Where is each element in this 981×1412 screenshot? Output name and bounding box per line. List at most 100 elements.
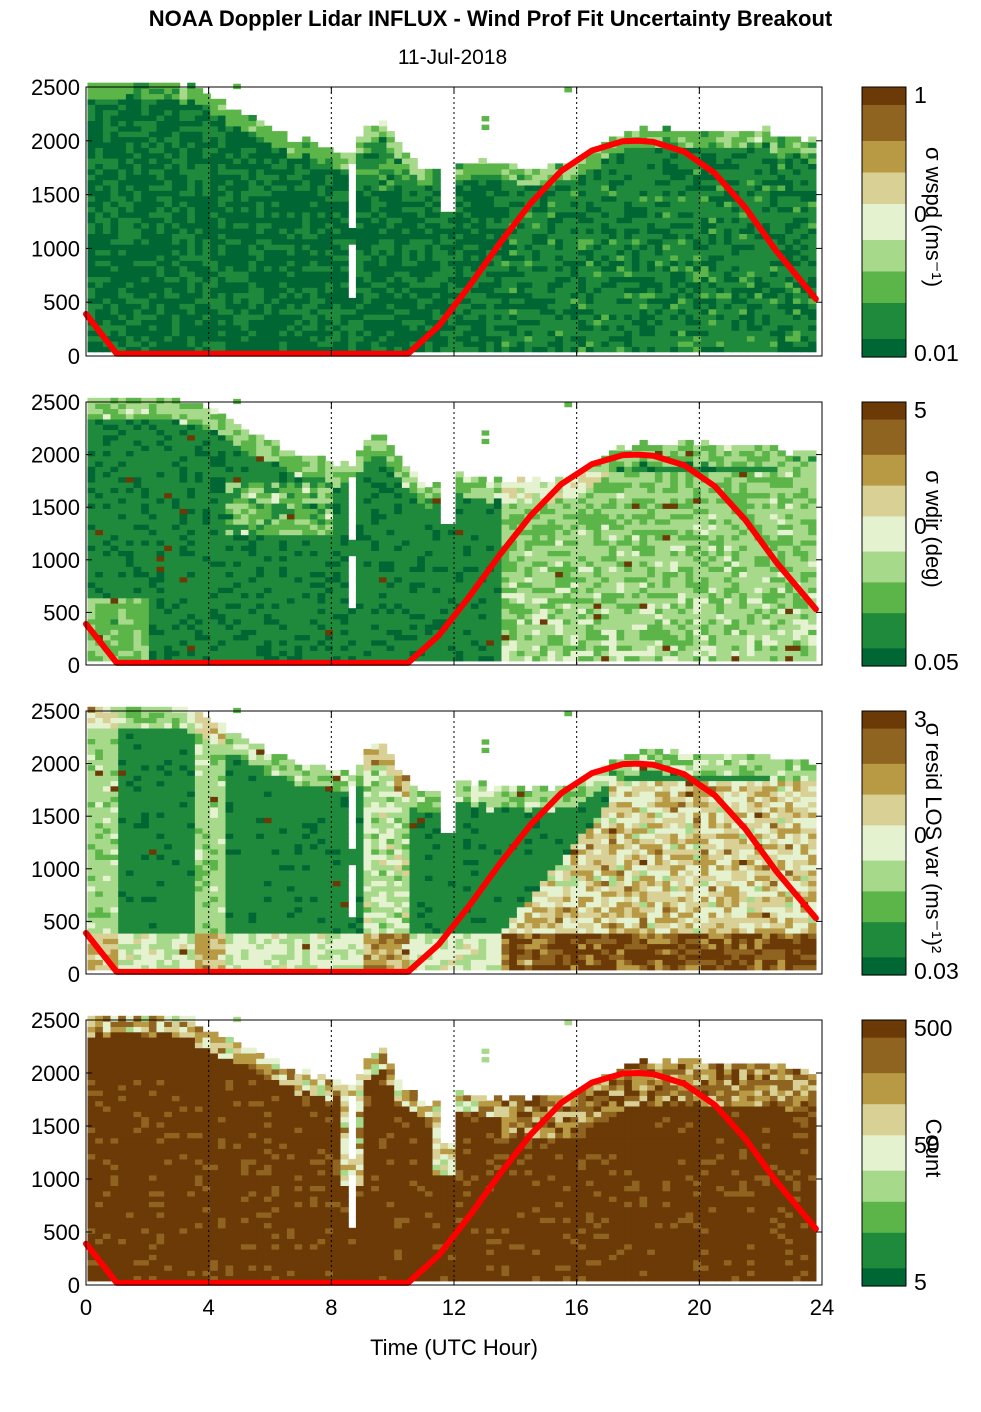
heatmap-cell: [240, 303, 250, 310]
heatmap-cell: [156, 592, 165, 599]
heatmap-cell: [547, 184, 556, 191]
heatmap-cell: [593, 228, 602, 234]
heatmap-cell: [179, 115, 188, 121]
heatmap-cell: [631, 244, 641, 251]
heatmap-cell: [570, 238, 579, 245]
heatmap-cell: [102, 513, 112, 520]
heatmap-cell: [700, 276, 710, 283]
heatmap-cell: [118, 330, 127, 337]
heatmap-cell: [481, 124, 490, 131]
heatmap-cell: [409, 228, 418, 234]
heatmap-cell: [547, 260, 556, 267]
heatmap-cell: [164, 109, 173, 116]
heatmap-cell: [102, 330, 112, 337]
heatmap-cell: [486, 303, 495, 310]
heatmap-cell: [754, 335, 763, 342]
heatmap-cell: [125, 340, 135, 347]
heatmap-cell: [478, 184, 487, 191]
heatmap-cell: [225, 550, 234, 557]
heatmap-cell: [332, 340, 342, 347]
heatmap-cell: [501, 195, 510, 202]
heatmap-cell: [616, 195, 625, 202]
heatmap-cell: [110, 545, 119, 551]
heatmap-cell: [125, 439, 135, 446]
heatmap-cell: [762, 276, 771, 283]
heatmap-cell: [539, 228, 549, 234]
heatmap-cell: [125, 168, 135, 175]
heatmap-cell: [639, 158, 648, 164]
heatmap-cell: [164, 222, 173, 229]
heatmap-cell: [217, 539, 227, 546]
heatmap-cell: [256, 179, 265, 186]
heatmap-cell: [348, 346, 357, 353]
heatmap-cell: [87, 655, 96, 662]
heatmap-cell: [746, 163, 756, 170]
heatmap-cell: [279, 201, 288, 208]
heatmap-cell: [156, 476, 165, 483]
heatmap-cell: [378, 314, 388, 320]
heatmap-cell: [102, 131, 112, 138]
heatmap-cell: [608, 292, 618, 299]
heatmap-cell: [125, 597, 135, 604]
heatmap-cell: [371, 184, 380, 191]
heatmap-cell: [271, 179, 280, 186]
heatmap-cell: [171, 597, 181, 604]
heatmap-cell: [156, 445, 165, 451]
heatmap-cell: [371, 335, 380, 342]
heatmap-cell: [317, 265, 326, 272]
heatmap-cell: [539, 249, 549, 256]
heatmap-cell: [808, 174, 817, 181]
heatmap-cell: [739, 297, 748, 304]
heatmap-cell: [501, 190, 510, 197]
heatmap-cell: [401, 190, 411, 197]
heatmap-cell: [654, 179, 664, 186]
heatmap-cell: [141, 346, 150, 353]
heatmap-cell: [317, 244, 326, 251]
heatmap-cell: [187, 276, 196, 283]
heatmap-cell: [325, 244, 334, 251]
heatmap-cell: [739, 147, 748, 154]
heatmap-cell: [95, 217, 104, 224]
heatmap-cell: [179, 179, 188, 186]
heatmap-cell: [562, 206, 572, 213]
heatmap-cell: [662, 292, 671, 299]
heatmap-cell: [432, 244, 441, 251]
heatmap-cell: [148, 503, 158, 509]
heatmap-cell: [225, 555, 234, 562]
heatmap-cell: [570, 308, 579, 315]
heatmap-cell: [286, 297, 296, 304]
heatmap-cell: [608, 190, 618, 197]
heatmap-cell: [141, 576, 150, 583]
heatmap-cell: [371, 158, 380, 164]
heatmap-cell: [187, 158, 196, 164]
heatmap-cell: [432, 168, 441, 175]
heatmap-cell: [233, 460, 242, 467]
heatmap-cell: [317, 271, 326, 277]
heatmap-cell: [217, 597, 227, 604]
heatmap-cell: [102, 639, 112, 646]
heatmap-cell: [225, 587, 234, 594]
heatmap-cell: [210, 445, 219, 451]
heatmap-cell: [662, 147, 671, 154]
heatmap-cell: [141, 597, 150, 604]
heatmap-cell: [125, 141, 135, 148]
heatmap-cell: [202, 184, 211, 191]
heatmap-cell: [171, 524, 181, 530]
heatmap-cell: [769, 238, 779, 245]
heatmap-cell: [102, 297, 112, 304]
heatmap-cell: [187, 650, 196, 657]
heatmap-cell: [95, 93, 104, 100]
heatmap-cell: [486, 265, 495, 272]
heatmap-cell: [578, 158, 587, 164]
heatmap-cell: [762, 335, 771, 342]
heatmap-cell: [792, 324, 802, 331]
heatmap-cell: [164, 550, 173, 557]
heatmap-cell: [470, 319, 480, 326]
heatmap-cell: [194, 340, 204, 347]
heatmap-cell: [777, 217, 786, 224]
heatmap-cell: [685, 190, 694, 197]
heatmap-cell: [700, 201, 710, 208]
heatmap-cell: [118, 497, 127, 504]
heatmap-cell: [187, 513, 196, 520]
heatmap-cell: [194, 560, 204, 567]
